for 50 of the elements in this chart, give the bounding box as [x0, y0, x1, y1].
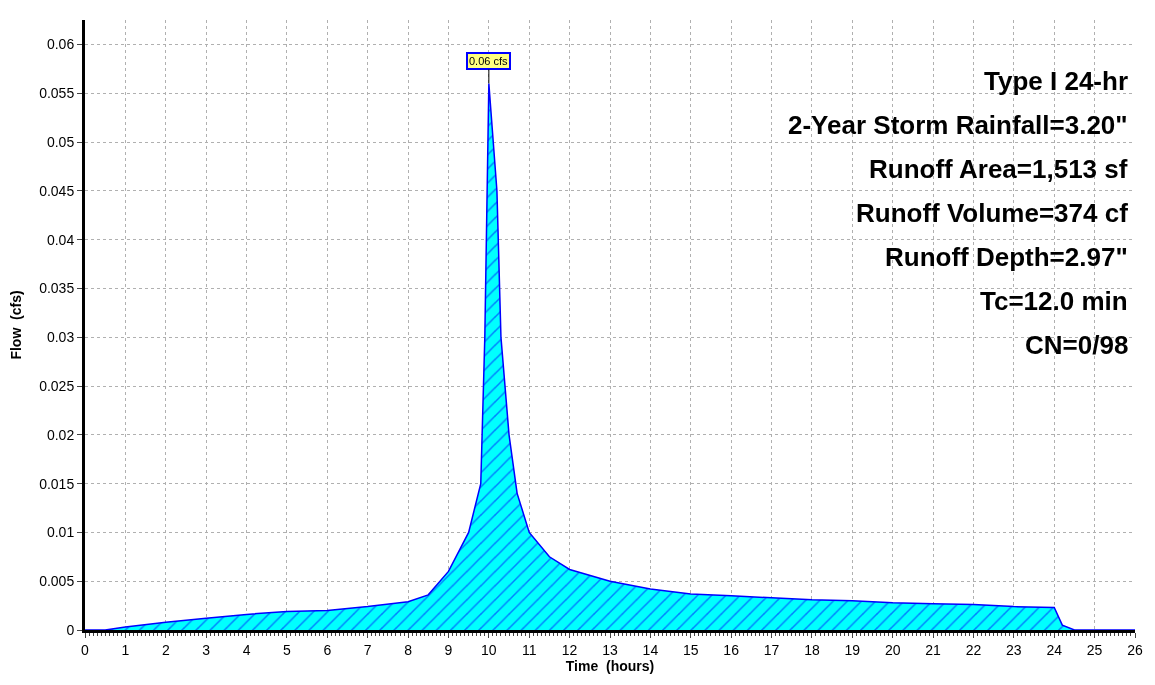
x-tick-label: 11: [521, 641, 537, 658]
annotation: Runoff Volume=374 cf: [856, 198, 1129, 228]
x-tick-label: 14: [642, 641, 659, 658]
x-tick-label: 23: [1006, 641, 1022, 658]
x-axis-title: Time (hours): [565, 657, 655, 674]
y-tick-label: 0.005: [39, 573, 75, 590]
x-tick-label: 25: [1086, 641, 1103, 658]
x-tick-label: 9: [444, 641, 453, 658]
y-tick-label: 0.045: [39, 182, 75, 199]
annotation: Runoff Depth=2.97": [885, 242, 1128, 272]
x-tick-label: 18: [804, 641, 820, 658]
x-tick-label: 17: [763, 641, 780, 658]
x-tick-label: 13: [602, 641, 618, 658]
x-tick-label: 10: [481, 641, 497, 658]
y-tick-label: 0: [66, 621, 75, 638]
annotation: 2-Year Storm Rainfall=3.20": [788, 110, 1128, 140]
y-tick-label: 0.01: [46, 524, 75, 541]
x-tick-label: 5: [283, 641, 292, 658]
y-tick-label: 0.015: [39, 475, 75, 492]
annotation: 0.06 cfs: [469, 55, 509, 67]
y-tick-label: 0.05: [46, 133, 75, 150]
x-tick-label: 16: [723, 641, 740, 658]
x-tick-label: 12: [561, 641, 578, 658]
y-axis-title: Flow (cfs): [7, 290, 24, 360]
y-tick-label: 0.055: [39, 85, 75, 102]
annotation: Type I 24-hr: [984, 66, 1129, 96]
x-tick-label: 4: [242, 641, 251, 658]
x-tick-label: 21: [925, 641, 942, 658]
x-tick-label: 7: [363, 641, 372, 658]
x-tick-label: 8: [404, 641, 413, 658]
y-tick-label: 0.035: [39, 280, 75, 297]
y-tick-label: 0.04: [46, 231, 75, 248]
y-tick-label: 0.03: [46, 329, 75, 346]
x-tick-label: 24: [1046, 641, 1063, 658]
x-tick-label: 0: [81, 641, 90, 658]
x-tick-label: 2: [161, 641, 170, 658]
y-tick-label: 0.06: [46, 36, 75, 53]
y-tick-label: 0.025: [39, 377, 75, 394]
annotation: CN=0/98: [1025, 330, 1129, 360]
x-tick-label: 3: [202, 641, 211, 658]
y-tick-label: 0.02: [46, 426, 75, 443]
x-tick-label: 1: [121, 641, 130, 658]
annotation: Tc=12.0 min: [980, 286, 1128, 316]
annotation: Runoff Area=1,513 sf: [869, 154, 1128, 184]
x-tick-label: 20: [884, 641, 901, 658]
x-tick-label: 6: [323, 641, 332, 658]
x-tick-label: 26: [1127, 641, 1143, 658]
x-tick-label: 15: [682, 641, 699, 658]
x-tick-label: 22: [965, 641, 982, 658]
x-tick-label: 19: [844, 641, 861, 658]
